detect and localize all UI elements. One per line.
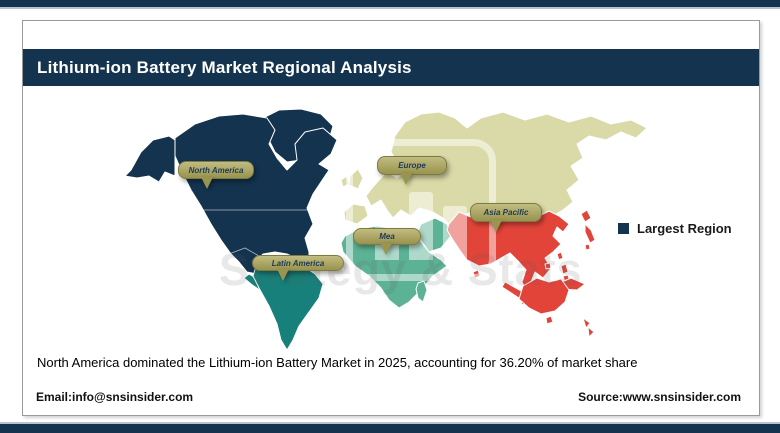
map-label-latin-america: Latin America xyxy=(252,255,344,281)
legend-label: Largest Region xyxy=(637,221,732,236)
map-label-mea: Mea xyxy=(353,228,421,255)
map-label-text: Latin America xyxy=(271,258,325,268)
map-label-pointer xyxy=(400,173,412,185)
map-label-text: Mea xyxy=(379,232,395,241)
legend-color-swatch xyxy=(618,223,629,234)
content-frame: Lithium-ion Battery Market Regional Anal… xyxy=(22,20,760,416)
bottom-accent-bar xyxy=(0,422,780,433)
map-label-europe: Europe xyxy=(377,156,447,185)
world-map: Strategy & Stats North America Europe As… xyxy=(91,106,671,358)
map-label-text: Asia Pacific xyxy=(483,208,529,217)
legend: Largest Region xyxy=(618,221,732,236)
map-label-pointer xyxy=(490,220,502,232)
caption-text: North America dominated the Lithium-ion … xyxy=(37,355,638,370)
page-title: Lithium-ion Battery Market Regional Anal… xyxy=(37,57,412,77)
footer-source: Source:www.snsinsider.com xyxy=(578,390,741,404)
map-label-pointer xyxy=(380,243,392,255)
title-bar: Lithium-ion Battery Market Regional Anal… xyxy=(23,49,759,86)
watermark-bar xyxy=(443,206,467,260)
footer-email: Email:info@snsinsider.com xyxy=(36,390,194,404)
map-label-pointer xyxy=(277,269,289,281)
map-label-asia-pacific: Asia Pacific xyxy=(470,203,542,232)
top-accent-bar xyxy=(0,0,780,9)
watermark-bar xyxy=(409,192,433,260)
map-label-text: North America xyxy=(188,165,244,175)
footer-row: Email:info@snsinsider.com Source:www.sns… xyxy=(36,390,741,404)
map-label-pointer xyxy=(201,177,213,189)
map-label-text: Europe xyxy=(398,161,426,170)
map-label-north-america: North America xyxy=(178,161,254,189)
region-asia-pacific xyxy=(446,209,596,338)
region-north-america xyxy=(124,108,338,275)
